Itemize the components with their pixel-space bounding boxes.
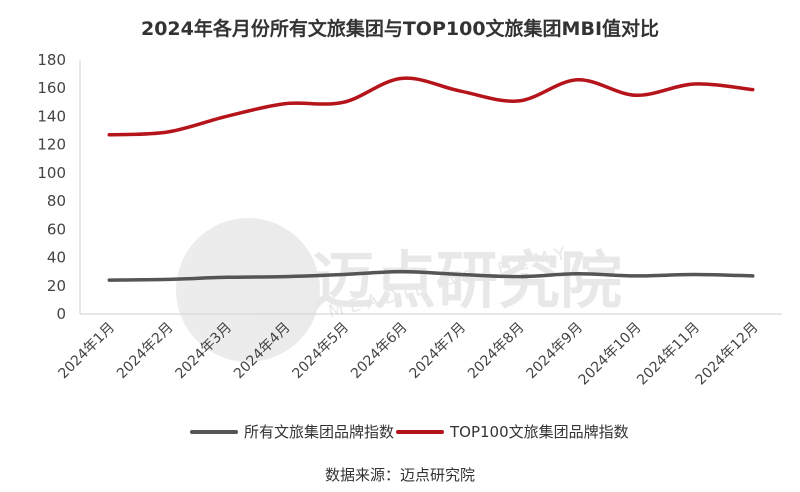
y-tick-label: 160 xyxy=(37,79,66,97)
y-tick-label: 40 xyxy=(47,249,66,267)
x-tick-label: 2024年1月 xyxy=(55,320,118,383)
x-tick-label: 2024年8月 xyxy=(465,320,528,383)
x-tick-label: 2024年7月 xyxy=(406,320,469,383)
y-tick-label: 140 xyxy=(37,107,66,125)
legend-label-0: 所有文旅集团品牌指数 xyxy=(244,423,394,441)
y-tick-label: 120 xyxy=(37,136,66,154)
source-note: 数据来源：迈点研究院 xyxy=(324,466,475,484)
x-tick-label: 2024年2月 xyxy=(114,320,177,383)
legend-label-1: TOP100文旅集团品牌指数 xyxy=(449,423,629,441)
y-tick-label: 180 xyxy=(37,51,66,69)
y-tick-label: 0 xyxy=(56,305,66,323)
x-tick-label: 2024年12月 xyxy=(693,320,762,389)
chart-title: 2024年各月份所有文旅集团与TOP100文旅集团MBI值对比 xyxy=(140,18,660,40)
y-tick-label: 80 xyxy=(47,192,66,210)
y-tick-label: 20 xyxy=(47,277,66,295)
y-tick-label: 60 xyxy=(47,220,66,238)
watermark-text: 迈点研究院 xyxy=(312,244,622,317)
series-line-1 xyxy=(107,76,755,137)
x-tick-label: 2024年9月 xyxy=(523,320,586,383)
series-line-0 xyxy=(107,269,755,282)
watermark-logo: 迈点研究院 MEADIN ACADEMY xyxy=(176,218,622,362)
x-tick-label: 2024年6月 xyxy=(348,320,411,383)
y-tick-label: 100 xyxy=(37,164,66,182)
